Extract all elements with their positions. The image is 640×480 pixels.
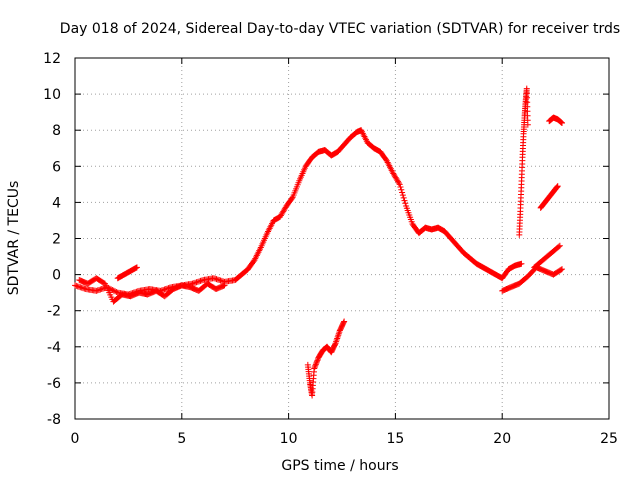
point-late-spike (524, 121, 531, 128)
point-main (397, 184, 404, 191)
point-negative-segment (340, 319, 347, 326)
point-negative-segment (311, 365, 318, 372)
x-tick-label: 20 (493, 431, 511, 447)
point-negative-segment (313, 360, 320, 367)
chart-title: Day 018 of 2024, Sidereal Day-to-day VTE… (60, 21, 620, 37)
point-late-upper (554, 183, 561, 190)
point-main (395, 179, 402, 186)
point-main (110, 287, 117, 294)
x-tick-label: 25 (600, 431, 618, 447)
point-lower-branch (221, 282, 228, 289)
y-tick-label: 4 (52, 195, 61, 211)
point-negative-segment (311, 364, 318, 371)
point-negative-segment (332, 341, 339, 348)
point-main (399, 192, 406, 199)
y-tick-label: 8 (52, 123, 61, 139)
axis-ticks: 0 5 10 15 20 25 -8 -6 -4 -2 0 2 4 6 8 10 12 (43, 51, 618, 447)
point-late-rise (556, 242, 563, 249)
point-negative-segment (341, 318, 348, 325)
point-main (402, 200, 409, 207)
point-main (398, 186, 405, 193)
point-early-rise (133, 264, 140, 271)
point-negative-segment (314, 357, 321, 364)
x-tick-label: 0 (71, 431, 80, 447)
x-tick-label: 15 (386, 431, 404, 447)
point-main (113, 288, 120, 295)
point-late-top (559, 119, 566, 126)
x-tick-label: 5 (177, 431, 186, 447)
point-main (400, 194, 407, 201)
point-late-upper (554, 183, 561, 190)
point-main (108, 286, 115, 293)
x-tick-label: 10 (280, 431, 298, 447)
point-main (518, 260, 525, 267)
point-negative-segment (313, 358, 320, 365)
y-tick-label: -2 (47, 304, 61, 320)
grid-lines (74, 57, 610, 420)
y-tick-label: 10 (43, 87, 61, 103)
point-main (399, 189, 406, 196)
y-axis-label: SDTVAR / TECUs (6, 181, 22, 296)
point-late-tail (557, 266, 564, 273)
point-main (396, 181, 403, 188)
y-tick-label: -8 (47, 412, 61, 428)
y-tick-label: 6 (52, 159, 61, 175)
data-points (72, 85, 566, 399)
y-tick-label: -6 (47, 376, 61, 392)
point-main (112, 288, 119, 295)
point-late-tail (559, 266, 566, 273)
y-tick-label: -4 (47, 340, 61, 356)
point-main (289, 195, 296, 202)
point-negative-segment (312, 362, 319, 369)
point-late-upper (553, 184, 560, 191)
x-axis-label: GPS time / hours (281, 458, 398, 474)
y-tick-label: 12 (43, 51, 61, 67)
y-tick-label: 2 (52, 232, 61, 248)
point-main (401, 197, 408, 204)
point-late-rise (555, 243, 562, 250)
point-negative-segment (312, 361, 319, 368)
y-tick-label: 0 (52, 268, 61, 284)
